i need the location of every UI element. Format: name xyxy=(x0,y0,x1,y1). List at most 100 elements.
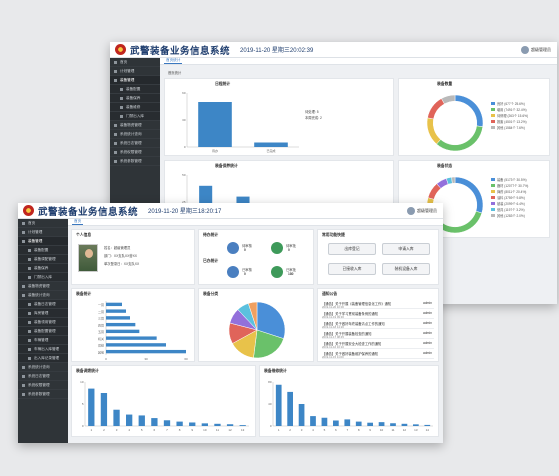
bar[interactable] xyxy=(287,391,293,426)
legend-item[interactable]: 营具 (1197个 3.2%) xyxy=(491,207,525,212)
tab-home[interactable]: 首页 xyxy=(72,219,84,225)
legend-item[interactable]: 其他 (1584个 7.6%) xyxy=(491,125,525,130)
sidebar-item-2[interactable]: 装备管理 xyxy=(110,76,160,85)
sidebar-item-18[interactable]: 系统权限管理 xyxy=(18,381,68,390)
bar[interactable] xyxy=(390,423,396,426)
pie-slice[interactable] xyxy=(441,94,456,105)
sidebar-item-14[interactable]: 车辆出入库管理 xyxy=(18,345,68,354)
pie-slice[interactable] xyxy=(248,301,258,331)
notice-item[interactable]: 【通告】关于开展装备检查的通知 2019-11-17 08:45 admin xyxy=(322,330,434,339)
sidebar-item-17[interactable]: 系统日志管理 xyxy=(18,372,68,381)
sidebar-item-6[interactable]: 门禁出入库 xyxy=(18,273,68,282)
received-inbound-button[interactable]: 已接收入库 xyxy=(328,263,376,275)
notice-item[interactable]: 【通告】关于做好年终装备清点工作的通知 2019-11-18 14:20 admin xyxy=(322,320,434,329)
sidebar-item-3[interactable]: 装备配置 xyxy=(110,85,160,94)
bar[interactable] xyxy=(106,329,140,334)
bar[interactable] xyxy=(226,424,234,426)
notice-item[interactable]: 【通告】关于开展《装备管理信息化工作》通知 2019-11-20 10:00 adm… xyxy=(322,300,434,309)
sidebar-item-11[interactable]: 系统参数管理 xyxy=(110,157,160,166)
legend-item[interactable]: 被装 (2099个 6.4%) xyxy=(491,201,525,206)
sidebar-item-19[interactable]: 系统参数管理 xyxy=(18,390,68,399)
legend-item[interactable]: 装备 (5173个 30.5%) xyxy=(491,177,527,182)
sidebar-item-6[interactable]: 门禁出入库 xyxy=(110,112,160,121)
tab-home-stats[interactable]: 首页统计 xyxy=(164,58,183,64)
legend-item[interactable]: 弹药 (8011个 20.4%) xyxy=(491,189,526,194)
sidebar-item-9[interactable]: 系统日志管理 xyxy=(110,139,160,148)
bar[interactable] xyxy=(367,422,373,426)
notice-item[interactable]: 【通告】关于做好装备维护保养的通知 2019-11-15 11:00 admin xyxy=(322,350,434,359)
bar[interactable] xyxy=(239,425,246,426)
notice-item[interactable]: 【通告】关于学习贯彻装备条例的通知 2019-11-19 09:30 admin xyxy=(322,310,434,319)
outbound-register-button[interactable]: 出库登记 xyxy=(328,243,376,255)
bar[interactable] xyxy=(298,404,305,426)
sidebar-item-10[interactable]: 系统权限管理 xyxy=(110,148,160,157)
bar[interactable] xyxy=(106,309,126,313)
bar[interactable] xyxy=(106,336,157,340)
bar[interactable] xyxy=(378,422,385,426)
bar[interactable] xyxy=(275,384,282,426)
bar[interactable] xyxy=(163,420,171,426)
bar[interactable] xyxy=(201,423,208,426)
bar[interactable] xyxy=(126,414,133,426)
bar[interactable] xyxy=(151,418,158,426)
bar[interactable] xyxy=(138,415,145,426)
bar[interactable] xyxy=(424,424,431,426)
sidebar-item-2[interactable]: 装备管理 xyxy=(18,237,68,246)
notice-item[interactable]: 【通告】关于开展安全大检查工作的通知 2019-11-16 16:10 admin xyxy=(322,340,434,349)
bar[interactable] xyxy=(344,419,351,426)
bar[interactable] xyxy=(321,417,328,426)
pie-slice[interactable] xyxy=(427,98,445,120)
sidebar-item-8[interactable]: 系统统计查询 xyxy=(110,130,160,139)
sidebar-item-3[interactable]: 装备配置 xyxy=(18,246,68,255)
pie-slice[interactable] xyxy=(426,117,441,145)
sidebar-item-0[interactable]: 首页 xyxy=(110,58,160,67)
bar[interactable] xyxy=(106,343,166,347)
sidebar-item-4[interactable]: 装备调配管理 xyxy=(18,255,68,264)
legend-item[interactable]: 良好 (677个 25.6%) xyxy=(491,101,525,106)
bar[interactable] xyxy=(355,421,362,426)
sidebar-item-5[interactable]: 装备保养 xyxy=(18,264,68,273)
legend-item[interactable]: 待修理 (263个 15.6%) xyxy=(491,113,528,118)
sidebar-item-9[interactable]: 装备日志管理 xyxy=(18,300,68,309)
sidebar-item-7[interactable]: 装备物资管理 xyxy=(18,282,68,291)
pie-slice[interactable] xyxy=(454,176,484,214)
bar[interactable] xyxy=(88,388,95,426)
bar[interactable] xyxy=(189,422,196,426)
legend-item[interactable]: 堪用 (7491个 32.4%) xyxy=(491,107,527,112)
bar[interactable] xyxy=(106,316,130,320)
sidebar-item-1[interactable]: 计划管理 xyxy=(18,228,68,237)
sidebar-item-13[interactable]: 车辆管理 xyxy=(18,336,68,345)
bar[interactable] xyxy=(176,421,183,426)
bar[interactable] xyxy=(254,142,288,148)
pie-slice[interactable] xyxy=(256,301,286,339)
apply-inbound-button[interactable]: 申请入库 xyxy=(382,243,430,255)
bar[interactable] xyxy=(310,416,316,426)
pie-slice[interactable] xyxy=(451,176,456,184)
pie-slice[interactable] xyxy=(436,125,484,152)
sidebar-item-5[interactable]: 装备维修 xyxy=(110,103,160,112)
device-inbound-button[interactable]: 装机设备入库 xyxy=(382,263,430,275)
pie-slice[interactable] xyxy=(253,329,284,359)
bar[interactable] xyxy=(401,423,408,426)
bar[interactable] xyxy=(198,102,232,147)
bar[interactable] xyxy=(100,393,108,426)
sidebar-item-16[interactable]: 系统统计查询 xyxy=(18,363,68,372)
bar[interactable] xyxy=(333,420,339,427)
bar[interactable] xyxy=(106,302,122,307)
sidebar-item-10[interactable]: 库房管理 xyxy=(18,309,68,318)
bar[interactable] xyxy=(214,423,221,426)
pie-slice[interactable] xyxy=(439,210,483,234)
sidebar-item-0[interactable]: 首页 xyxy=(18,219,68,228)
sidebar-item-7[interactable]: 装备物资管理 xyxy=(110,121,160,130)
user-menu[interactable]: 超级管理员 xyxy=(407,207,437,215)
sidebar-item-12[interactable]: 装备配置管理 xyxy=(18,327,68,336)
bar[interactable] xyxy=(106,349,186,354)
bar[interactable] xyxy=(413,424,419,426)
legend-item[interactable]: 其他 (1283个 2.0%) xyxy=(491,213,525,218)
legend-item[interactable]: 油料 (3759个 9.8%) xyxy=(491,195,525,200)
sidebar-item-11[interactable]: 装备领用管理 xyxy=(18,318,68,327)
legend-item[interactable]: 器材 (12077个 30.7%) xyxy=(491,183,528,188)
sidebar-item-4[interactable]: 装备保养 xyxy=(110,94,160,103)
pie-slice[interactable] xyxy=(454,94,484,127)
sidebar-item-8[interactable]: 装备统计查询 xyxy=(18,291,68,300)
